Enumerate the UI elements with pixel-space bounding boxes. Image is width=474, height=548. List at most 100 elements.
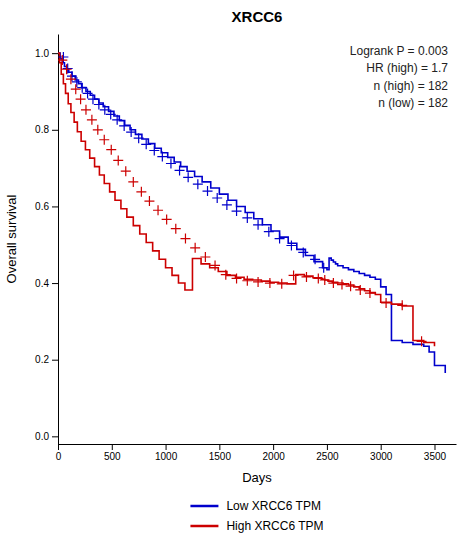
tick-label: 0.6 [35,201,49,212]
censor-mark [365,288,375,298]
censor-mark [337,280,347,290]
tick-label: 2000 [263,451,286,462]
legend-swatch [190,525,218,528]
censor-mark [141,139,151,149]
censor-mark [200,252,210,262]
censor-marks [58,55,427,346]
tick-label: 1500 [209,451,232,462]
censor-mark [76,94,86,104]
censor-mark [66,74,76,84]
censor-mark [381,298,391,308]
censor-mark [221,270,231,280]
tick: 3500 [424,444,447,462]
tick-mark [52,436,58,437]
tick-mark [52,53,58,54]
censor-mark [275,234,285,244]
censor-mark [320,275,330,285]
censor-mark [301,272,311,282]
censor-mark [298,247,308,257]
tick-label: 3500 [424,451,447,462]
chart: 05001000150020002500300035000.00.20.40.6… [0,0,474,548]
censor-mark [72,77,82,87]
title: XRCC6 [232,8,283,25]
censor-mark [253,220,263,230]
censor-mark [286,241,296,251]
censor-mark [153,205,163,215]
legend-swatch [190,505,218,508]
censor-mark [99,135,109,145]
tick: 1500 [209,444,232,462]
tick-label: 0.4 [35,278,49,289]
tick: 0 [56,444,62,462]
censor-mark [232,206,242,216]
y-axis: 0.0 0.2 0.4 0.6 0.8 1.0 [35,35,58,445]
censor-mark [232,273,242,283]
censor-mark [355,285,365,295]
tick-mark [52,206,58,207]
legend-label: Low XRCC6 TPM [226,499,320,513]
tick-mark [52,360,58,361]
censor-mark [397,300,407,310]
censor-mark [328,278,338,288]
tick: 1.0 [35,48,58,59]
tick: 0.6 [35,201,58,212]
censor-mark [100,105,110,115]
censor-mark [106,109,116,119]
censor-mark [242,276,252,286]
censor-mark [193,179,203,189]
tick-mark [112,444,113,450]
censor-mark [313,273,323,283]
censor-mark [113,155,123,165]
tick-mark [273,444,274,450]
censor-mark [94,100,104,110]
censor-mark [203,186,213,196]
censor-mark [171,224,181,234]
y-axis-title: Overall survival [4,194,19,283]
tick-label: 500 [104,451,121,462]
tick: 3000 [370,444,393,462]
tick-label: 0.2 [35,354,49,365]
tick: 2500 [316,444,339,462]
legend: Low XRCC6 TPM High XRCC6 TPM [190,499,323,533]
tick-label: 0 [56,451,62,462]
tick-mark [219,444,220,450]
censor-mark [310,254,320,264]
legend-label: High XRCC6 TPM [226,519,323,533]
censor-mark [71,84,81,94]
censor-mark [264,227,274,237]
censor-mark [83,88,93,98]
censor-mark [242,213,252,223]
censor-mark [77,83,87,93]
censor-mark [180,234,190,244]
censor-mark [346,281,356,291]
axis-line [58,35,59,445]
censor-mark [112,115,122,125]
censor-mark [157,152,167,162]
censor-mark [81,105,91,115]
axis-line [59,444,457,445]
censor-marks [58,52,328,273]
tick-label: 0.8 [35,124,49,135]
censor-mark [106,145,116,155]
tick: 0.0 [35,431,58,442]
censor-mark [88,94,98,104]
tick-mark [381,444,382,450]
censor-mark [136,187,146,197]
censor-mark [277,279,287,289]
censor-mark [119,121,129,131]
censor-mark [319,263,329,273]
censor-mark [121,166,131,176]
censor-mark [128,177,138,187]
tick-mark [327,444,328,450]
tick-label: 1.0 [35,48,49,59]
censor-mark [58,55,67,65]
censor-mark [222,200,232,210]
x-axis: 0500100015002000250030003500 [56,444,457,462]
censor-mark [183,172,193,182]
x-axis-title: Days [242,470,272,485]
censor-mark [166,159,176,169]
tick-mark [52,130,58,131]
tick-label: 0.0 [35,431,49,442]
annotation: Logrank P = 0.003HR (high) = 1.7n (high)… [350,44,449,110]
censor-mark [175,165,185,175]
